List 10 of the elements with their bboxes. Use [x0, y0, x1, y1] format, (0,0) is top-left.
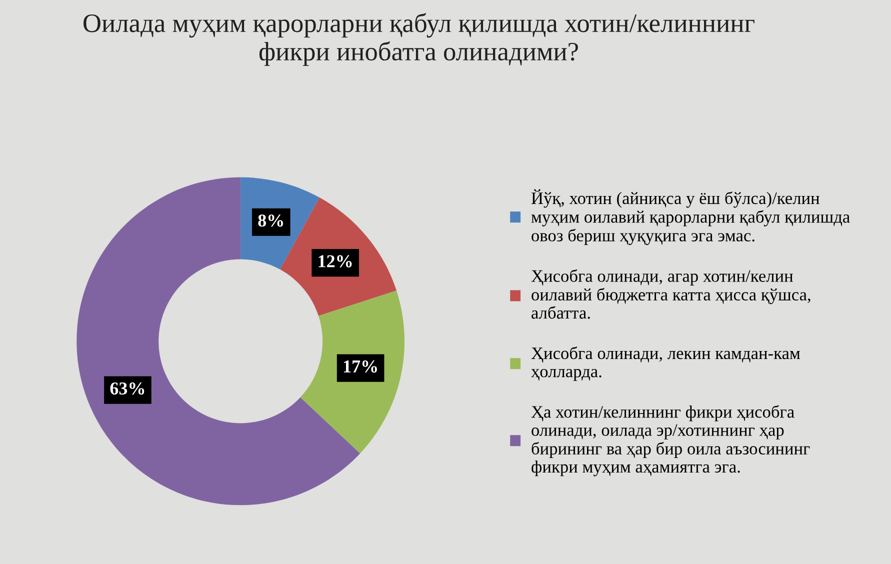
legend-label: Ҳисобга олинади, агар хотин/келин оилавий бюджетга катта ҳисса қўшса, албатта.: [531, 269, 810, 319]
data-label: 63%: [110, 382, 144, 395]
legend-label: Йўқ, хотин (айниқса у ёш бўлса)/келин муҳим оилавий қарорларни қабул қилишда овоз бериш ҳуқуқига эга эмас.: [531, 189, 850, 246]
donut-slice: [300, 290, 405, 454]
data-label: 8%: [258, 214, 283, 227]
legend-label: Ҳа хотин/келиннинг фикри ҳисобга олинади, оилада эр/хотиннинг ҳар бирининг ва ҳар бир оила аъзосининг фикри муҳим аҳамиятга эга.: [531, 405, 810, 476]
legend-label: Ҳисобга олинади, лекин камдан-кам ҳолларда.: [531, 346, 800, 381]
data-label: 12%: [318, 255, 352, 268]
chart-title: Оилада муҳим қарорларни қабул қилишда хотин/келиннинг фикри инобатга олинадими?: [84, 13, 754, 66]
data-label: 17%: [344, 360, 377, 373]
